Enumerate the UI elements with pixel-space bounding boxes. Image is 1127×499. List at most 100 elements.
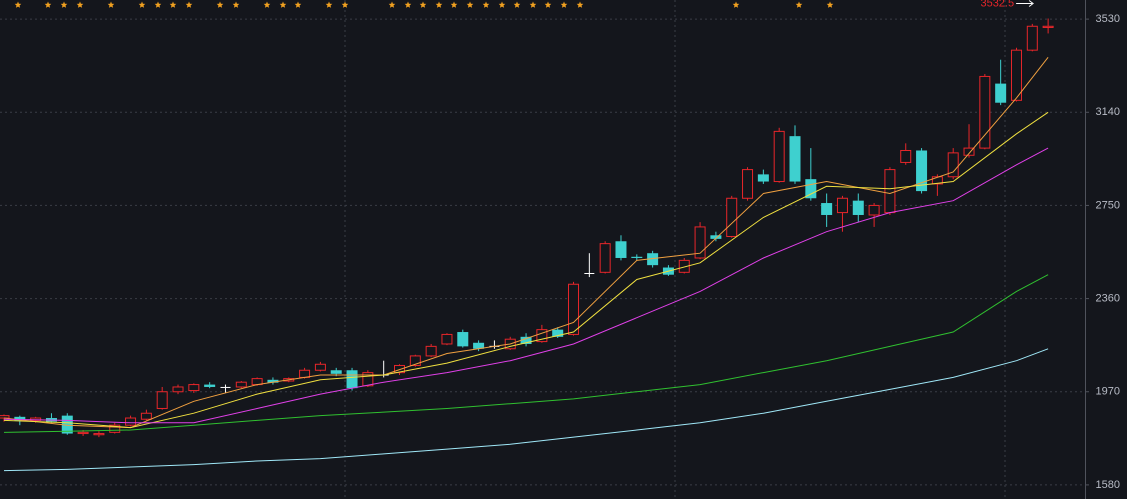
star-icon [216, 1, 224, 8]
candle-body [394, 364, 405, 374]
vertical-grid [344, 0, 1006, 499]
candle-body [536, 329, 548, 343]
candle-body [156, 391, 168, 409]
candle-body [552, 329, 564, 337]
candle-body [61, 415, 73, 434]
candle-body [979, 75, 991, 149]
candle-body [836, 197, 848, 214]
candle-body [757, 174, 769, 182]
candle-body [789, 136, 801, 182]
star-icon [466, 1, 474, 8]
star-icon [513, 1, 521, 8]
candle-body [299, 369, 311, 378]
candle-body [409, 355, 421, 366]
candle-body [172, 386, 184, 393]
candle-body [900, 149, 912, 163]
candle-body [805, 179, 817, 199]
y-tick-label: 1580 [1096, 479, 1120, 491]
y-tick-label: 2750 [1096, 199, 1120, 211]
candle-body [742, 169, 754, 199]
candle-body [947, 152, 959, 178]
candle-body [995, 83, 1007, 103]
y-tick-label: 1970 [1096, 386, 1120, 398]
candle-body [520, 336, 532, 344]
star-markers [14, 1, 834, 8]
candle-body [314, 363, 326, 371]
candle-body [204, 384, 216, 387]
star-icon [232, 1, 240, 8]
star-icon [14, 1, 22, 8]
star-icon [154, 1, 162, 8]
star-icon [341, 1, 349, 8]
candle-body [125, 417, 137, 426]
candle-body [916, 150, 928, 192]
candle-body [773, 130, 785, 183]
star-icon [544, 1, 552, 8]
candle-body [362, 372, 374, 387]
candle-body [235, 381, 247, 388]
candle-body [473, 342, 485, 349]
star-icon [498, 1, 506, 8]
star-icon [795, 1, 803, 8]
moving-average-line [3, 147, 1049, 424]
star-icon [185, 1, 193, 8]
candle-body [631, 256, 643, 258]
candle-body [14, 416, 26, 421]
candle-body [647, 253, 659, 266]
candle-body [852, 200, 864, 215]
star-icon [388, 1, 396, 8]
candle-body [884, 169, 896, 214]
moving-average-line [3, 56, 1049, 429]
candle-body [188, 384, 200, 392]
moving-average-line [3, 348, 1049, 472]
moving-average-line [3, 111, 1049, 429]
star-icon [419, 1, 427, 8]
candle-body [615, 241, 627, 258]
candle-body [599, 243, 611, 273]
candle-body [140, 412, 152, 420]
candle-body [568, 283, 580, 335]
candle-body [346, 370, 358, 389]
star-icon [44, 1, 52, 8]
star-icon [107, 1, 115, 8]
star-icon [76, 1, 84, 8]
candle-body [931, 176, 943, 185]
high-annotation: 3532.5 [980, 0, 1014, 9]
moving-average-line [3, 274, 1049, 433]
star-icon [560, 1, 568, 8]
candle-body [425, 345, 437, 357]
candle-body [330, 370, 342, 374]
star-icon [325, 1, 333, 8]
candle-body [694, 226, 706, 259]
candle-body [1042, 25, 1054, 28]
star-icon [450, 1, 458, 8]
candle-body [678, 259, 690, 273]
candle-body [457, 332, 469, 347]
y-tick-label: 2360 [1096, 292, 1120, 304]
star-icon [826, 1, 834, 8]
star-icon [482, 1, 490, 8]
star-icon [576, 1, 584, 8]
candle-body [1010, 49, 1022, 101]
candle-body [868, 204, 880, 216]
candle-body [93, 433, 105, 436]
star-icon [169, 1, 177, 8]
y-tick-label: 3530 [1096, 13, 1120, 25]
candle-body [441, 333, 453, 345]
candle-body [821, 203, 833, 215]
star-icon [529, 1, 537, 8]
y-tick-label: 3140 [1096, 106, 1120, 118]
star-icon [732, 1, 740, 8]
candle-body [1026, 25, 1038, 51]
annotation-arrowhead [1028, 0, 1034, 7]
candle-body [267, 379, 279, 383]
candle-body [963, 147, 975, 156]
candle-body [710, 235, 722, 239]
star-icon [279, 1, 287, 8]
star-icon [263, 1, 271, 8]
star-icon [294, 1, 302, 8]
star-icon [404, 1, 412, 8]
star-icon [60, 1, 68, 8]
